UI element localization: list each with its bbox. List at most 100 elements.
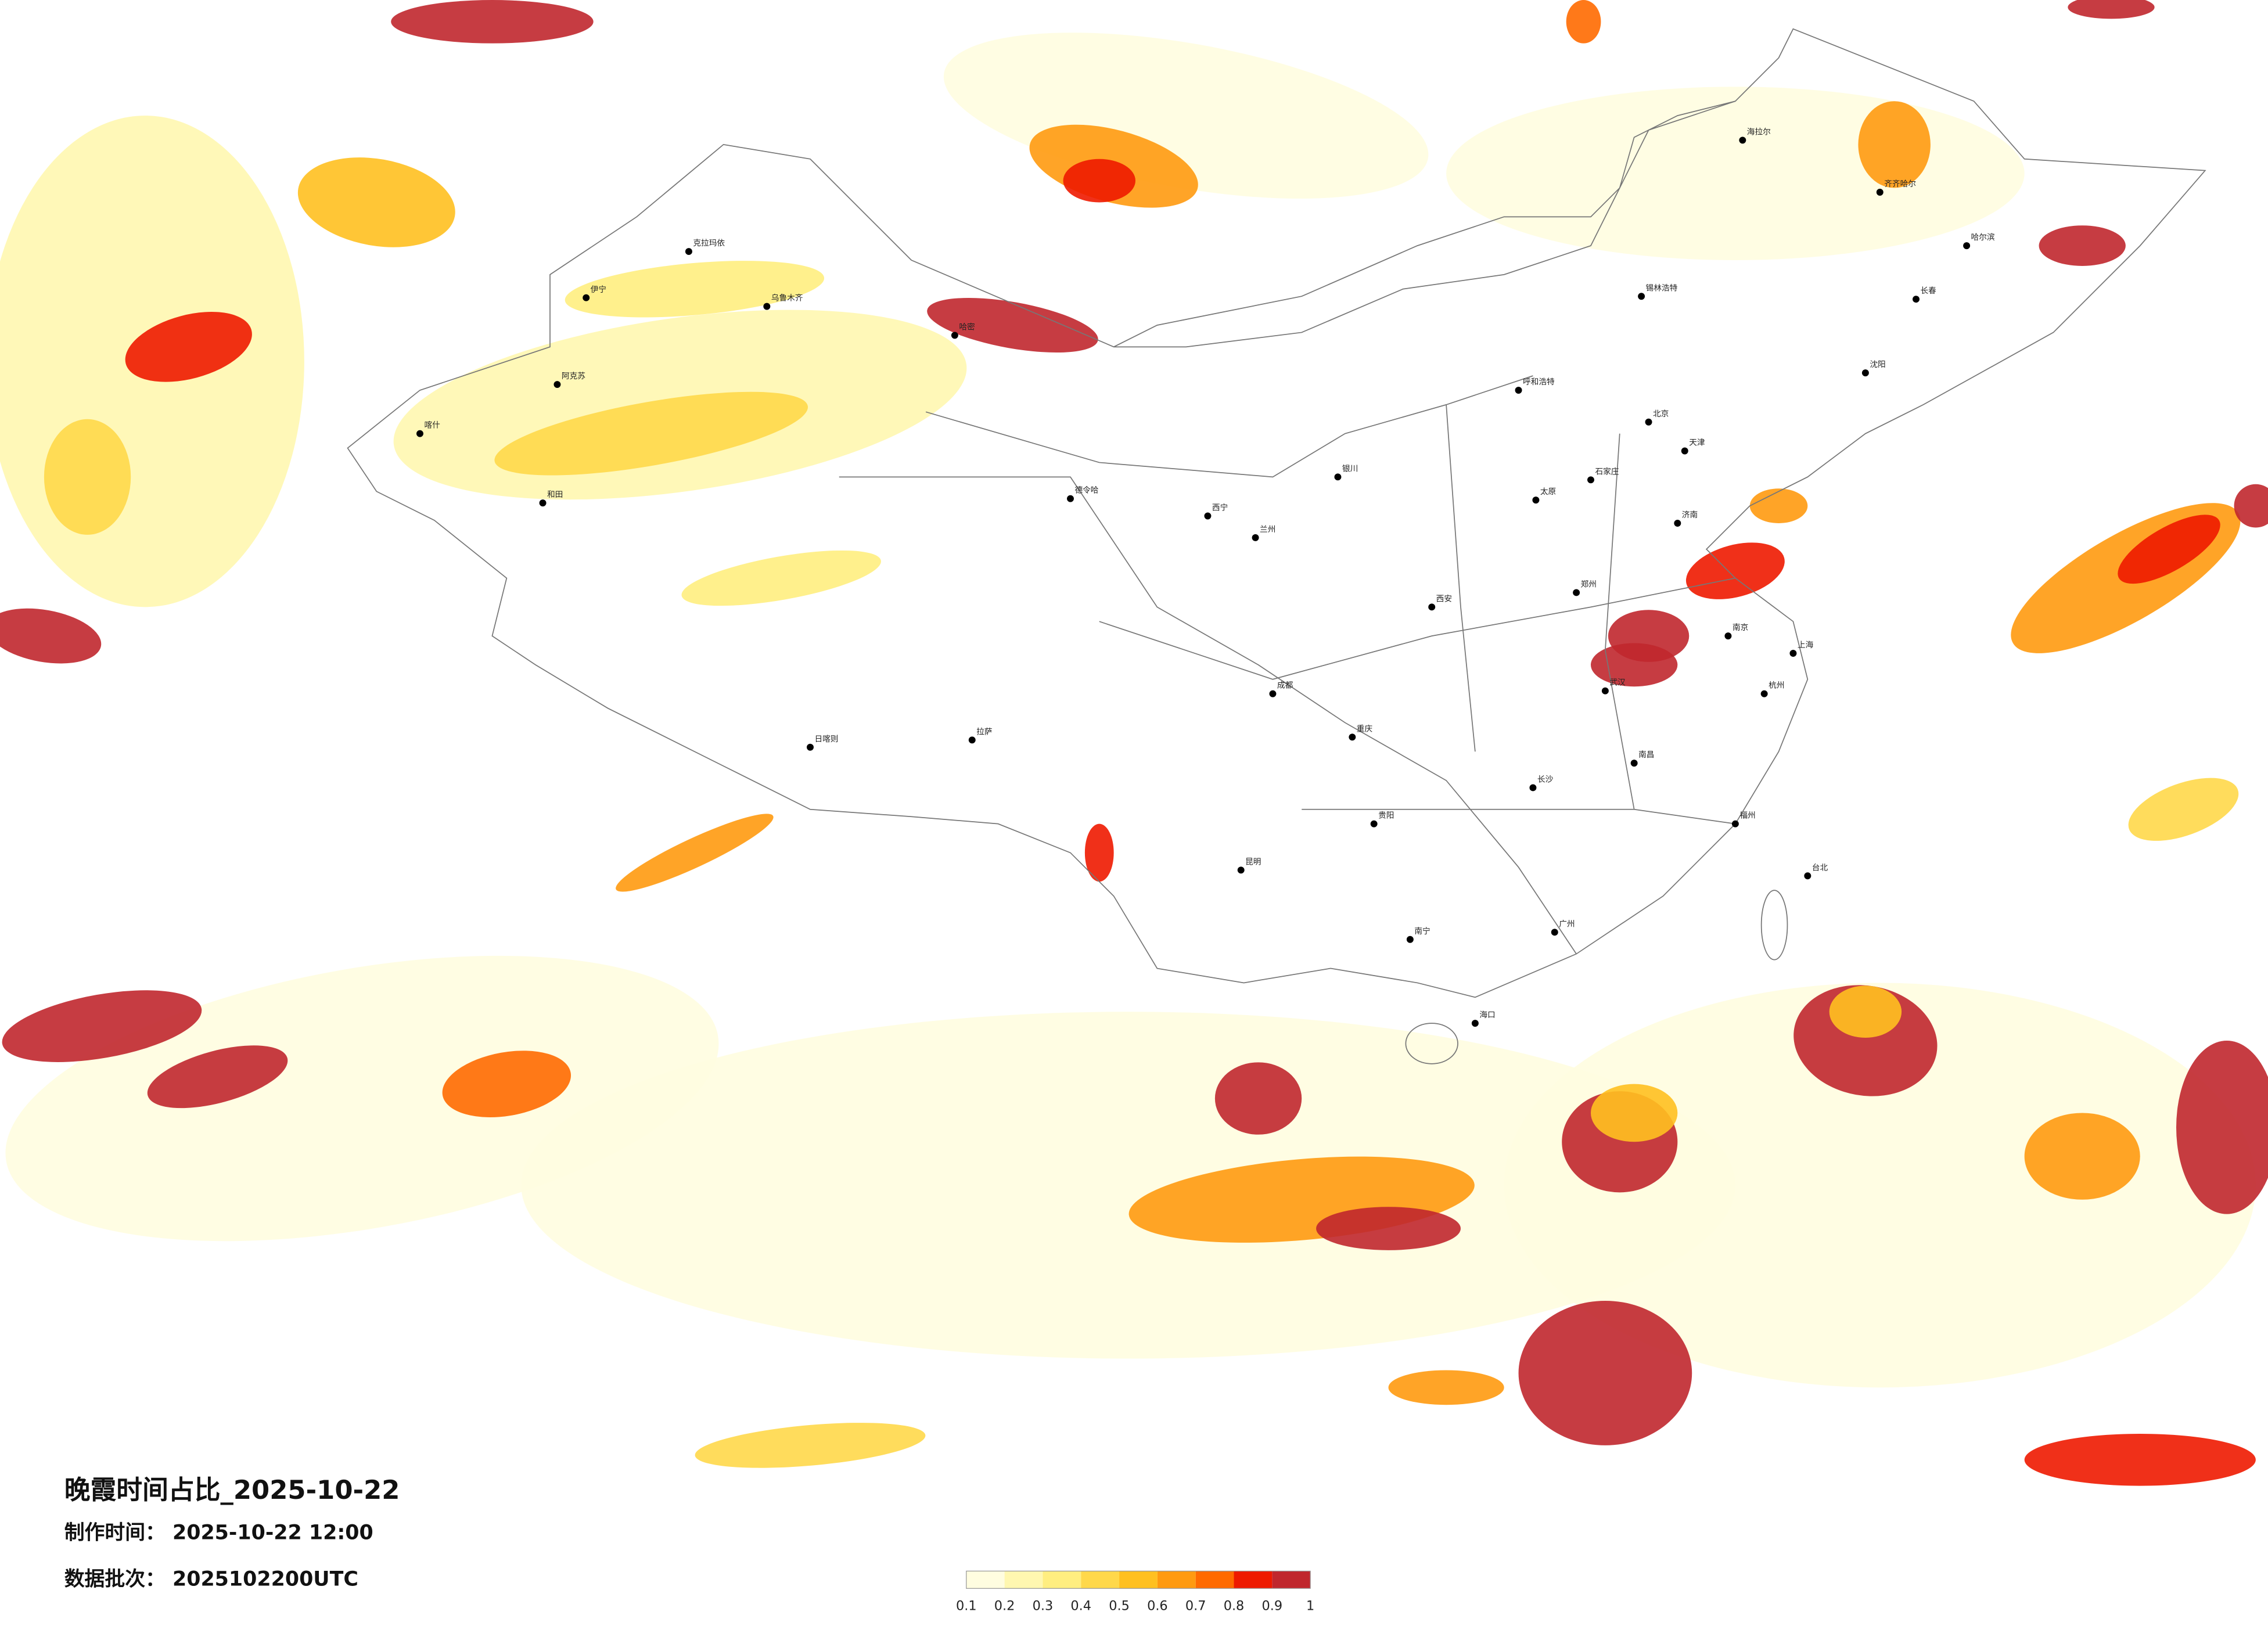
- city-dot: [1861, 369, 1869, 377]
- city-dot: [1876, 189, 1884, 196]
- city-label: 长春: [1920, 286, 1936, 296]
- sunset-field: [565, 261, 825, 318]
- city-dot: [1515, 387, 1522, 394]
- city-dot: [1963, 242, 1971, 250]
- sunset-field: [1749, 488, 1808, 523]
- city-dot: [1789, 650, 1797, 657]
- sunset-field: [125, 312, 252, 382]
- colorbar-tick-label: 0.8: [1224, 1599, 1245, 1614]
- city-label: 武汉: [1609, 678, 1626, 688]
- city-label: 昆明: [1245, 857, 1261, 866]
- city-dot: [1334, 473, 1342, 481]
- city-dot: [1349, 733, 1356, 741]
- sunset-field: [2039, 225, 2126, 266]
- sunset-field: [1446, 87, 2025, 261]
- sunset-field: [1214, 1062, 1302, 1135]
- city-dot: [1573, 589, 1580, 596]
- sunset-field: [391, 0, 594, 44]
- colorbar-tick-label: 0.4: [1070, 1599, 1091, 1614]
- borders: [347, 28, 2206, 1064]
- city-label: 福州: [1739, 811, 1755, 821]
- sunset-field: [2024, 1113, 2140, 1200]
- city-dot: [1551, 929, 1558, 936]
- city-label: 拉萨: [976, 727, 992, 736]
- sunset-field: [521, 1012, 1735, 1359]
- colorbar-tick-label: 0.5: [1109, 1599, 1130, 1614]
- city-label: 南京: [1733, 623, 1748, 632]
- city-label: 郑州: [1581, 580, 1597, 589]
- sunset-field: [2068, 0, 2155, 19]
- city-dot: [968, 736, 976, 744]
- city-dot: [553, 381, 561, 388]
- sunset-field: [2128, 778, 2239, 841]
- city-label: 济南: [1682, 510, 1698, 520]
- city-dot: [1804, 872, 1811, 880]
- colorbar-tick-label: 0.9: [1262, 1599, 1283, 1614]
- city-dot: [1532, 497, 1540, 504]
- colorbar-tick-label: 0.2: [994, 1599, 1015, 1614]
- city-label: 哈密: [959, 322, 975, 332]
- sunset-field: [1590, 1084, 1678, 1142]
- sunset-field: [927, 297, 1098, 353]
- sunset-fields: [0, 0, 2268, 1486]
- province-lines: [839, 375, 1736, 955]
- sunset-field: [0, 608, 102, 664]
- sunset-field: [494, 391, 808, 476]
- city-dot: [1370, 820, 1378, 828]
- colorbar-tick-label: 0.7: [1185, 1599, 1206, 1614]
- city-label: 重庆: [1357, 724, 1373, 733]
- colorbar-swatch: [1234, 1571, 1273, 1589]
- sunset-field: [1590, 643, 1678, 687]
- city-label: 西安: [1436, 594, 1452, 603]
- city-dot: [1731, 820, 1739, 828]
- city-dot: [763, 303, 771, 310]
- country-outline: [347, 28, 2206, 998]
- colorbar-swatch: [1272, 1571, 1311, 1589]
- hainan: [1405, 1023, 1458, 1064]
- sunset-field: [1685, 542, 1785, 599]
- colorbar-frame: [966, 1570, 1311, 1589]
- city-dot: [1724, 632, 1732, 640]
- colorbar-swatch: [1157, 1571, 1196, 1589]
- city-label: 成都: [1277, 681, 1293, 690]
- city-label: 银川: [1342, 464, 1358, 473]
- data-batch: 数据批次： 2025102200UTC: [64, 1567, 358, 1591]
- sunset-field: [2234, 484, 2268, 528]
- map-title: 晚霞时间占比_2025-10-22: [64, 1474, 400, 1505]
- city-dot: [1269, 690, 1277, 697]
- city-dot: [1638, 293, 1645, 300]
- city-label: 南昌: [1638, 750, 1654, 760]
- city-label: 南宁: [1414, 926, 1430, 936]
- sunset-field: [1388, 1370, 1504, 1405]
- taiwan: [1760, 890, 1788, 961]
- city-dot: [1739, 136, 1746, 144]
- city-label: 天津: [1689, 438, 1705, 448]
- sunset-field: [1084, 823, 1114, 882]
- city-label: 兰州: [1260, 525, 1275, 534]
- sunset-field: [681, 550, 881, 606]
- city-dot: [583, 294, 590, 301]
- city-dot: [951, 332, 958, 339]
- city-dot: [1252, 534, 1259, 541]
- colorbar-tick-label: 0.3: [1033, 1599, 1054, 1614]
- mongolia-outline: [1113, 100, 1736, 348]
- colorbar-tick-label: 0.1: [956, 1599, 977, 1614]
- city-dot: [1587, 476, 1594, 484]
- city-dot: [1428, 603, 1436, 611]
- colorbar-tick-label: 0.6: [1147, 1599, 1168, 1614]
- city-dot: [685, 248, 692, 256]
- city-label: 克拉玛依: [693, 239, 725, 248]
- city-dot: [1674, 520, 1681, 527]
- city-dot: [1067, 495, 1074, 502]
- sunset-field: [616, 814, 774, 892]
- sunset-field: [1518, 1301, 1692, 1445]
- city-dot: [1913, 296, 1920, 303]
- city-label: 台北: [1812, 863, 1828, 872]
- sunset-field: [2118, 515, 2220, 584]
- city-label: 海拉尔: [1747, 127, 1771, 136]
- city-label: 西宁: [1212, 503, 1228, 513]
- sunset-field: [44, 419, 131, 535]
- city-dot: [807, 743, 814, 751]
